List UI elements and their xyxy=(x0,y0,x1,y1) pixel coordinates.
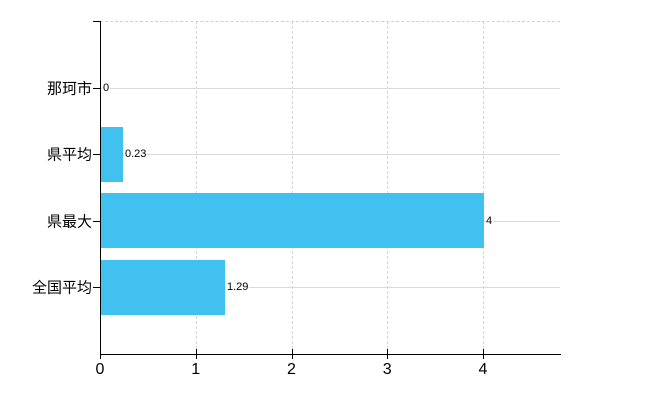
x-axis-tick xyxy=(291,349,293,359)
y-axis-tick xyxy=(93,154,100,155)
v-gridline xyxy=(483,21,484,354)
value-label: 0.23 xyxy=(124,148,148,161)
v-gridline xyxy=(195,21,197,354)
x-tick-label: 4 xyxy=(478,361,488,378)
category-label: 那珂市 xyxy=(46,80,92,98)
x-axis-tick xyxy=(195,349,197,359)
x-axis-tick xyxy=(483,349,484,359)
x-tick-label: 2 xyxy=(287,361,296,378)
category-label: 全国平均 xyxy=(31,279,92,297)
v-gridline xyxy=(387,21,389,354)
plot-top-border xyxy=(100,21,560,22)
value-label: 1.29 xyxy=(226,281,250,294)
h-gridline xyxy=(100,154,560,155)
x-axis-tick xyxy=(387,349,389,359)
y-axis-line xyxy=(100,21,101,354)
y-axis-tick xyxy=(93,221,100,222)
x-tick-label: 0 xyxy=(95,361,105,378)
category-label: 県平均 xyxy=(46,146,92,164)
y-axis-tick xyxy=(93,287,100,288)
y-axis-top-tick xyxy=(93,21,100,22)
h-gridline xyxy=(100,88,560,89)
category-label: 県最大 xyxy=(46,213,92,231)
value-label: 4 xyxy=(485,214,494,227)
x-tick-label: 1 xyxy=(191,361,201,378)
bar xyxy=(101,193,484,248)
value-label: 0 xyxy=(102,81,111,94)
x-axis-tick xyxy=(100,349,101,359)
h-gridline xyxy=(100,287,560,288)
v-gridline xyxy=(291,21,293,354)
bar xyxy=(101,127,123,182)
x-axis-line xyxy=(100,354,561,355)
bar xyxy=(101,260,225,315)
y-axis-tick xyxy=(93,88,100,89)
x-tick-label: 3 xyxy=(382,361,392,378)
